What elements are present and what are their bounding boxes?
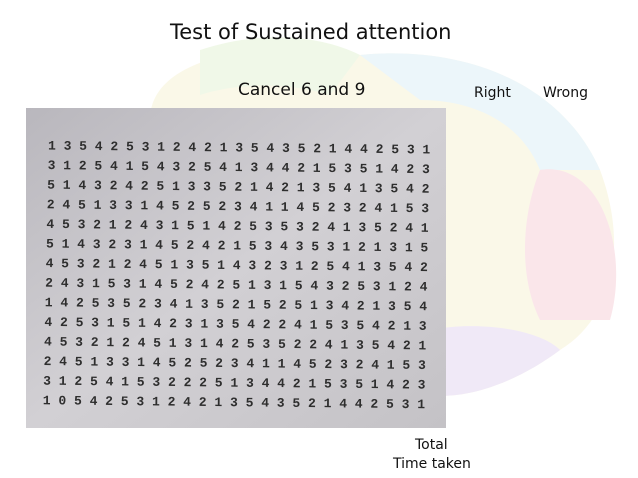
- digit-row: 1 0 5 4 2 5 3 1 2 4 2 1 3 5 4 3 5 2 1 4 …: [43, 393, 426, 412]
- digit-grid: 1 3 5 4 2 5 3 1 2 4 2 1 3 5 4 3 5 2 1 4 …: [43, 138, 431, 412]
- digit-row: 4 5 3 2 1 2 4 5 1 3 5 1 4 3 2 3 1 2 5 4 …: [46, 256, 429, 275]
- digit-row: 5 1 4 3 2 4 2 5 1 3 3 5 2 1 4 2 1 3 5 4 …: [47, 178, 430, 197]
- instruction: Cancel 6 and 9: [238, 80, 365, 100]
- digit-row: 4 2 5 3 1 5 1 4 2 3 1 3 5 4 2 2 4 1 5 3 …: [44, 315, 427, 334]
- digit-row: 2 4 3 1 5 3 1 4 5 2 4 2 5 1 3 1 5 4 3 2 …: [45, 276, 428, 295]
- digit-row: 3 1 2 5 4 1 5 3 2 2 2 5 1 3 4 4 2 1 5 3 …: [43, 374, 426, 393]
- column-label: Wrong: [543, 85, 588, 101]
- total-label: Total: [414, 437, 448, 453]
- slide-title: Test of Sustained attention: [169, 20, 452, 44]
- digit-row: 4 5 3 2 1 2 4 5 1 3 1 4 2 5 3 5 2 2 4 1 …: [44, 334, 427, 353]
- digit-row: 1 3 5 4 2 5 3 1 2 4 2 1 3 5 4 3 5 2 1 4 …: [48, 138, 431, 157]
- digit-row: 4 5 3 2 1 2 4 3 1 5 1 4 2 5 3 5 3 2 4 1 …: [46, 217, 429, 236]
- digit-row: 1 4 2 5 3 5 2 3 4 1 3 5 2 1 5 2 5 1 3 4 …: [45, 295, 428, 314]
- worksheet-photo: [26, 108, 446, 428]
- digit-row: 3 1 2 5 4 1 5 4 3 2 5 4 1 3 4 4 2 1 5 3 …: [48, 158, 431, 177]
- digit-row: 5 1 4 3 2 3 1 4 5 2 4 2 1 5 3 4 3 5 3 1 …: [46, 236, 429, 255]
- time-label: Time taken: [392, 456, 471, 472]
- digit-row: 2 4 5 1 3 3 1 4 5 2 5 2 3 4 1 1 4 5 2 3 …: [47, 197, 430, 216]
- column-label: Right: [474, 85, 511, 101]
- digit-row: 2 4 5 1 3 3 1 4 5 2 5 2 3 4 1 1 4 5 2 3 …: [44, 354, 427, 373]
